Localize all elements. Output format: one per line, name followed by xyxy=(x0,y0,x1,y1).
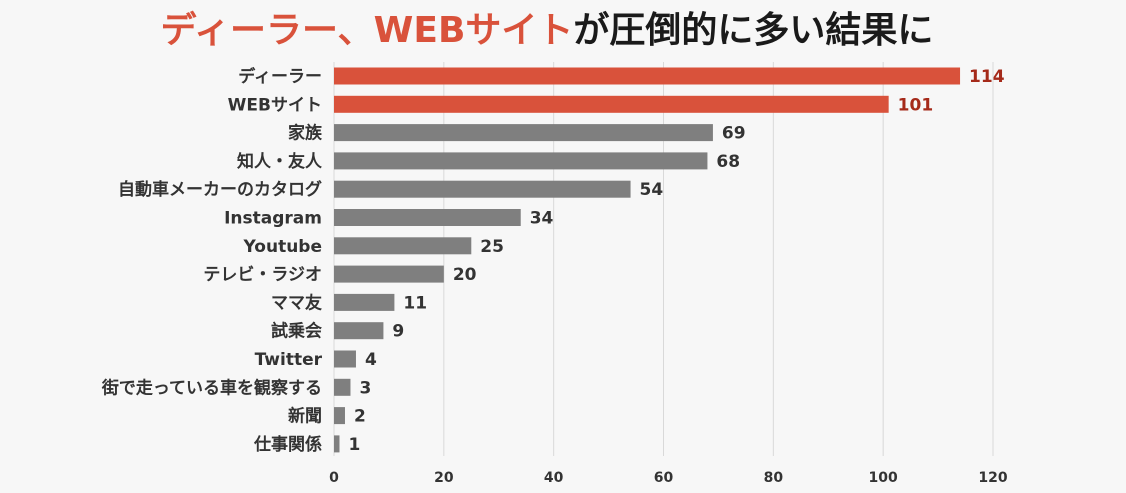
value-label: 25 xyxy=(480,237,504,257)
x-tick-label: 20 xyxy=(434,470,454,486)
category-label: WEBサイト xyxy=(228,95,322,115)
category-label: ママ友 xyxy=(271,292,322,313)
chart-title-part: が圧倒的に多い結果に xyxy=(573,10,933,51)
value-label: 20 xyxy=(453,265,477,285)
x-tick-label: 0 xyxy=(329,470,339,486)
value-label: 3 xyxy=(359,378,371,398)
category-label: Youtube xyxy=(243,237,322,257)
x-tick-label: 100 xyxy=(869,470,898,486)
bar xyxy=(334,293,395,311)
category-label: 試乗会 xyxy=(271,321,322,342)
bar xyxy=(334,237,472,255)
x-tick-label: 60 xyxy=(654,470,674,486)
value-label: 54 xyxy=(640,180,664,200)
bar xyxy=(334,435,340,453)
bar xyxy=(334,152,708,170)
value-label: 1 xyxy=(348,435,360,455)
category-label: 街で走っている車を観察する xyxy=(101,377,322,398)
bar xyxy=(334,265,444,283)
bar xyxy=(334,67,961,85)
category-label: 家族 xyxy=(288,123,323,144)
bar xyxy=(334,124,713,142)
bar xyxy=(334,209,521,226)
value-label: 2 xyxy=(354,407,366,427)
category-label: 仕事関係 xyxy=(253,434,322,455)
category-label: Instagram xyxy=(224,209,322,229)
bar xyxy=(334,350,356,368)
value-label: 9 xyxy=(392,322,404,342)
bar xyxy=(334,322,384,340)
category-label: テレビ・ラジオ xyxy=(203,265,322,285)
category-label: 自動車メーカーのカタログ xyxy=(118,179,322,200)
value-label: 11 xyxy=(403,293,427,313)
category-label: 新聞 xyxy=(288,406,322,427)
value-label: 114 xyxy=(969,67,1005,87)
chart-title-part: WEBサイト xyxy=(374,10,574,51)
category-label: 知人・友人 xyxy=(236,151,323,172)
value-label: 4 xyxy=(365,350,377,370)
category-label: ディーラー xyxy=(238,66,322,87)
x-axis-ticks: 0 20 40 60 80 100 120 xyxy=(329,470,1008,486)
x-tick-label: 80 xyxy=(764,470,784,486)
value-label: 68 xyxy=(716,152,740,172)
bar xyxy=(334,95,889,113)
x-tick-label: 40 xyxy=(544,470,564,486)
bars xyxy=(334,67,961,453)
value-label: 69 xyxy=(722,124,746,144)
category-label: Twitter xyxy=(255,350,323,370)
value-label: 101 xyxy=(898,95,934,115)
bar xyxy=(334,407,345,425)
value-label: 34 xyxy=(530,209,554,229)
chart-title: ディーラー、WEBサイトが圧倒的に多い結果に xyxy=(161,9,934,51)
x-tick-label: 120 xyxy=(978,470,1007,486)
bar xyxy=(334,180,631,198)
bar xyxy=(334,378,351,396)
gridlines xyxy=(333,62,994,456)
chart-title-part: ディーラー、 xyxy=(161,9,374,51)
